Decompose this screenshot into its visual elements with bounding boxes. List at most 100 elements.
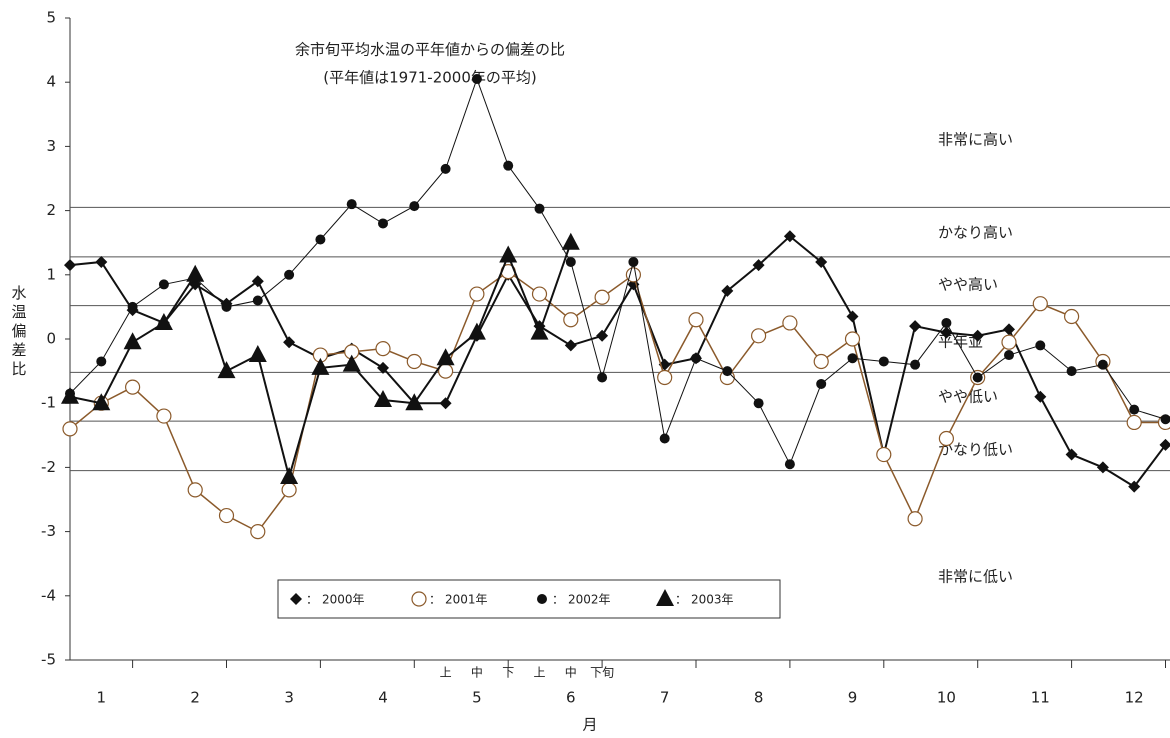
triangle-marker — [61, 386, 79, 404]
diamond-marker — [846, 310, 859, 323]
open-circle-marker — [406, 353, 422, 370]
y-tick-label: -1 — [41, 394, 56, 412]
month-label: 2 — [190, 689, 200, 707]
y-tick-label: -3 — [41, 522, 56, 540]
y-tick-label: 1 — [46, 265, 56, 283]
circle-marker — [941, 317, 952, 328]
dekad-label: 下旬 — [590, 666, 614, 680]
circle-marker — [537, 594, 547, 604]
circle-marker — [972, 372, 983, 383]
chart-subtitle: (平年値は1971-2000年の平均) — [323, 69, 536, 87]
circle-marker — [1066, 366, 1077, 377]
month-label: 6 — [566, 689, 576, 707]
dekad-label: 中 — [565, 665, 577, 680]
month-label: 11 — [1031, 689, 1050, 707]
circle-marker — [503, 160, 514, 171]
circle-marker — [127, 301, 138, 312]
open-circle-marker — [625, 267, 642, 283]
class-label: やや高い — [938, 276, 998, 294]
open-circle-marker — [563, 312, 579, 328]
circle-marker — [722, 366, 733, 377]
diamond-marker — [721, 284, 734, 297]
circle-marker — [378, 218, 388, 229]
open-circle-marker — [62, 421, 78, 437]
circle-marker — [1129, 404, 1140, 415]
open-circle-marker — [1001, 334, 1017, 350]
triangle-marker — [154, 312, 173, 330]
month-label: 10 — [937, 689, 956, 707]
series-line — [69, 77, 1166, 466]
y-tick-label: -5 — [41, 651, 56, 669]
circle-marker — [784, 459, 795, 470]
triangle-marker — [405, 393, 424, 411]
triangle-marker — [656, 589, 674, 606]
diamond-marker — [564, 339, 577, 352]
circle-marker — [221, 301, 232, 312]
diamond-marker — [752, 259, 765, 272]
chart-title: 余市旬平均水温の平年値からの偏差の比 — [295, 41, 565, 59]
open-circle-marker — [688, 312, 704, 328]
circle-marker — [1004, 350, 1014, 361]
legend-label: 2001年 — [445, 593, 488, 607]
circle-marker — [597, 372, 608, 383]
open-circle-marker — [411, 591, 427, 607]
open-circle-marker — [125, 379, 141, 395]
open-circle-marker — [375, 341, 391, 357]
triangle-marker — [499, 245, 518, 263]
month-label: 3 — [284, 689, 294, 707]
triangle-marker — [92, 393, 111, 411]
circle-marker — [158, 279, 169, 290]
triangle-marker — [342, 354, 361, 372]
class-label: かなり高い — [938, 224, 1013, 242]
month-label: 7 — [660, 689, 670, 707]
y-axis-label: 水温偏差比 — [10, 285, 28, 380]
diamond-marker — [1159, 438, 1170, 451]
open-circle-marker — [218, 507, 235, 524]
open-circle-marker — [1126, 414, 1142, 431]
triangle-marker — [561, 232, 580, 250]
diamond-marker — [596, 329, 609, 342]
diamond-marker — [1128, 480, 1141, 493]
dekad-label: 上 — [533, 666, 545, 680]
legend-label: 2002年 — [568, 593, 611, 607]
month-label: 8 — [754, 689, 764, 707]
diamond-marker — [1003, 323, 1015, 336]
legend-label: 2000年 — [322, 593, 365, 607]
circle-marker — [910, 359, 921, 370]
diamond-marker — [64, 259, 76, 272]
month-label: 9 — [848, 689, 858, 707]
legend-separator: ： — [306, 593, 318, 607]
diamond-marker — [95, 255, 108, 268]
circle-marker — [1160, 414, 1170, 425]
legend-box — [277, 579, 781, 619]
triangle-marker — [123, 332, 142, 350]
triangle-marker — [311, 357, 330, 375]
open-circle-marker — [782, 315, 798, 331]
legend-label: 2003年 — [691, 593, 734, 607]
month-label: 5 — [472, 689, 482, 707]
circle-marker — [753, 398, 764, 409]
legend-separator: ： — [675, 593, 687, 607]
diamond-marker — [940, 326, 953, 339]
dekad-label: 中 — [471, 665, 483, 680]
class-label: 非常に高い — [938, 131, 1013, 149]
diamond-marker — [971, 329, 984, 342]
month-label: 12 — [1125, 689, 1144, 707]
diamond-marker — [1034, 390, 1047, 403]
diamond-marker — [251, 275, 264, 288]
y-tick-label: -4 — [41, 586, 56, 604]
open-circle-marker — [876, 446, 892, 463]
circle-marker — [847, 353, 858, 364]
legend-separator: ： — [552, 593, 564, 607]
y-tick-label: 5 — [46, 9, 56, 27]
diamond-marker — [1065, 448, 1078, 461]
open-circle-marker — [1063, 308, 1080, 325]
circle-marker — [440, 163, 451, 174]
month-label: 1 — [97, 689, 107, 707]
triangle-marker — [280, 467, 299, 485]
month-label: 4 — [378, 689, 388, 707]
y-tick-label: -2 — [41, 458, 56, 476]
circle-marker — [409, 201, 420, 212]
y-tick-label: 4 — [46, 73, 56, 91]
